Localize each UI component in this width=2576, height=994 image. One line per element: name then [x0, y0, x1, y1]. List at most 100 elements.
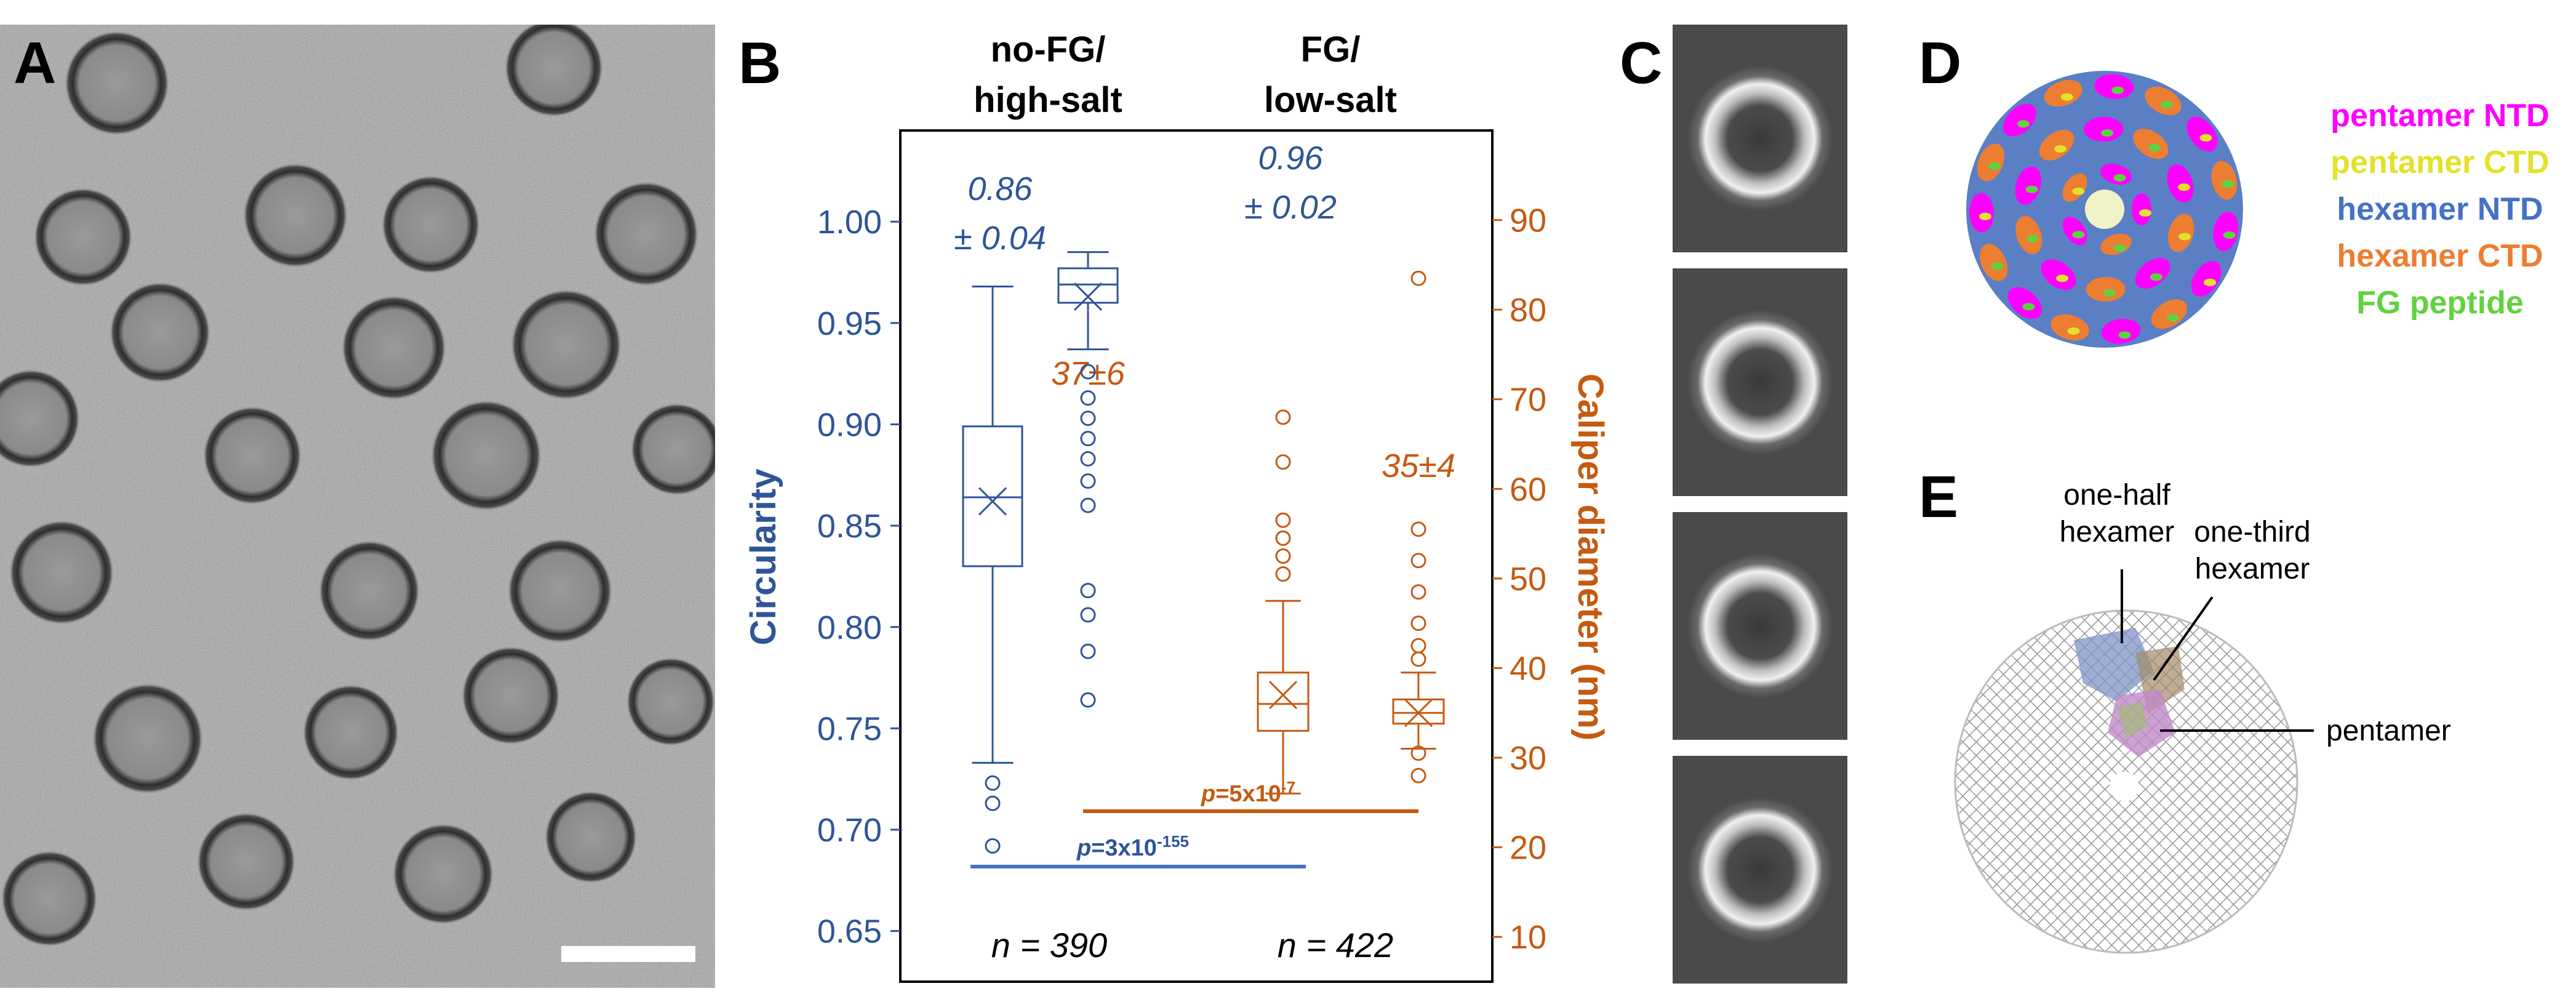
- label-pentamer: pentamer: [2326, 715, 2451, 747]
- outlier-point: [1275, 512, 1291, 528]
- label-one-third-l1: one-third: [2194, 516, 2310, 548]
- right-axis-tick-label: 40: [1510, 650, 1546, 687]
- class-averages: [1673, 25, 1847, 984]
- panel-label-c: C: [1620, 30, 1663, 96]
- capsid-subunit: [2062, 173, 2087, 202]
- left-axis-tick-label: 0.85: [817, 508, 882, 545]
- right-axis-tick-label: 90: [1510, 202, 1546, 239]
- capsid-subunit-detail: [2113, 174, 2126, 182]
- right-axis-tick-label: 10: [1510, 919, 1546, 956]
- capsid-wireframe-map: one-half hexamer one-third hexamer penta…: [1954, 479, 2451, 954]
- capsid-subunit-detail: [2199, 134, 2212, 142]
- pvalue-p-circularity: p: [1076, 835, 1091, 861]
- micrograph-image: [0, 18, 723, 988]
- class-average-2: [1673, 268, 1847, 496]
- capsid-subunit-detail: [2026, 234, 2039, 242]
- n-label-1: n = 390: [991, 926, 1107, 964]
- mean-marker: [1268, 681, 1298, 710]
- capsid-subunit-detail: [2103, 289, 2116, 297]
- outlier-point: [1080, 497, 1096, 513]
- capsid-subunit: [1969, 193, 1994, 233]
- capsid-subunit-detail: [2223, 231, 2236, 239]
- leader-one-third: [2153, 596, 2214, 681]
- circ-label-1-sd: ± 0.04: [954, 220, 1046, 257]
- left-axis-tick-label: 0.90: [817, 406, 882, 443]
- outlier-point: [1410, 651, 1426, 667]
- left-axis-title: Circularity: [743, 469, 783, 646]
- outlier-point: [1080, 390, 1096, 406]
- capsid-subunit-detail: [2161, 101, 2174, 109]
- group-title-1-line-1: no-FG/: [991, 30, 1106, 70]
- circ-label-2-sd: ± 0.02: [1244, 189, 1337, 226]
- outlier-point: [1410, 768, 1426, 784]
- pvalue-exp-circularity: -155: [1157, 832, 1189, 851]
- capsid-particles: [0, 18, 723, 947]
- capsid-subunit: [2094, 74, 2134, 99]
- right-axis-tick-label: 70: [1510, 382, 1546, 419]
- capsid-subunit: [1977, 143, 2005, 182]
- capsid-colored-map: [1966, 71, 2243, 348]
- capsid-subunit: [2186, 116, 2218, 152]
- capsid-subunit-detail: [2025, 185, 2038, 193]
- capsid-subunit-detail: [2022, 303, 2035, 311]
- outlier-point: [985, 775, 1001, 791]
- label-one-half-l1: one-half: [2063, 479, 2170, 511]
- capsid-subunit: [2135, 258, 2170, 289]
- capsid-subunit: [2039, 129, 2074, 161]
- capsid-subunit-detail: [2067, 327, 2080, 335]
- capsid-subunit-detail: [2072, 187, 2085, 195]
- box-iqr: [1257, 671, 1310, 732]
- capsid-subunit: [2133, 129, 2169, 159]
- class-average-1: [1673, 25, 1847, 252]
- capsid-subunit-detail: [2060, 93, 2073, 101]
- legend-hexamer-ntd: hexamer NTD: [2337, 191, 2543, 227]
- highlighted-subunits: [2074, 628, 2185, 757]
- class-average-3: [1673, 512, 1847, 740]
- outlier-point: [1410, 584, 1426, 600]
- capsid-subunit: [2191, 261, 2222, 297]
- capsid-subunit-detail: [1979, 212, 1992, 220]
- capsid-subunit: [2167, 214, 2194, 252]
- outlier-point: [1410, 521, 1426, 537]
- group-title-1-line-2: high-salt: [974, 80, 1122, 120]
- capsid-subunit-detail: [2111, 86, 2124, 94]
- capsid-subunit: [2015, 166, 2042, 205]
- capsid-subunit: [2213, 212, 2239, 251]
- right-axis-title: Caliper diameter (nm): [1570, 374, 1610, 740]
- capsid-subunit: [2086, 276, 2126, 302]
- diam-label-1: 37±6: [1051, 355, 1126, 392]
- scale-bar: [561, 946, 695, 962]
- outlier-point: [1080, 431, 1096, 447]
- box-plot-chart: no-FG/ high-salt FG/ low-salt Circularit…: [743, 30, 1610, 983]
- group-title-2-line-2: low-salt: [1264, 80, 1397, 120]
- outlier-point: [1275, 530, 1291, 546]
- panel-label-d: D: [1919, 30, 1962, 96]
- outlier-point: [1410, 553, 1426, 569]
- right-axis-tick-label: 20: [1510, 830, 1546, 867]
- capsid-subunit-detail: [2017, 120, 2030, 128]
- capsid-subunit: [2101, 318, 2141, 344]
- class-average-4: [1673, 756, 1847, 984]
- outlier-point: [1410, 615, 1426, 631]
- capsid-subunit: [2062, 217, 2087, 246]
- capsid-subunit-detail: [1991, 262, 2004, 270]
- box-iqr: [1392, 698, 1445, 725]
- outlier-point: [1275, 454, 1291, 470]
- right-axis-tick-label: 50: [1510, 561, 1546, 598]
- right-axis-tick-label: 30: [1510, 740, 1546, 777]
- capsid-subunit-detail: [2118, 331, 2131, 339]
- pvalue-p-diameter: p: [1201, 781, 1215, 807]
- capsid-subunit-detail: [2148, 143, 2161, 151]
- label-one-third-l2: hexamer: [2195, 553, 2310, 585]
- capsid-subunit-detail: [2166, 314, 2179, 322]
- capsid-subunit-detail: [2101, 129, 2114, 137]
- group-title-2-line-1: FG/: [1301, 30, 1361, 70]
- left-axis-tick-label: 0.80: [817, 609, 882, 646]
- outlier-point: [1275, 548, 1291, 564]
- circ-label-1-mean: 0.86: [967, 170, 1033, 207]
- legend-pentamer-ctd: pentamer CTD: [2330, 145, 2550, 180]
- capsid-subunit-detail: [2178, 233, 2191, 241]
- capsid-subunit: [2084, 117, 2124, 142]
- panel-a: [0, 18, 723, 988]
- capsid-subunit-detail: [2113, 244, 2126, 252]
